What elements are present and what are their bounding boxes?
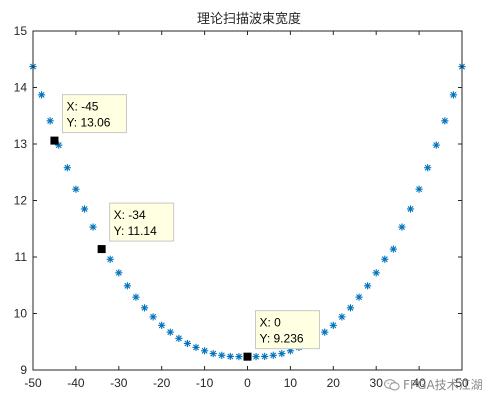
data-point	[218, 351, 226, 359]
data-point	[346, 304, 355, 312]
y-tick-label: 10	[14, 307, 28, 321]
x-tick-label: 50	[455, 376, 469, 390]
datatip-x-label: X: -45	[66, 100, 98, 114]
datatip-marker	[243, 352, 252, 361]
datatip-x-label: X: 0	[260, 316, 282, 330]
datatip-y-label: Y: 9.236	[260, 332, 304, 346]
y-tick-label: 11	[15, 250, 28, 264]
data-point	[398, 223, 406, 231]
datatip-1: X: -45 Y: 13.06	[50, 94, 127, 145]
data-point	[123, 282, 131, 290]
data-point	[226, 352, 234, 361]
data-point	[321, 328, 329, 336]
datatip-x-label: X: -34	[114, 208, 146, 222]
data-point	[132, 293, 140, 301]
data-point	[89, 223, 97, 231]
x-tick-label: -40	[67, 376, 85, 390]
data-point	[166, 328, 174, 336]
data-point	[201, 347, 209, 355]
data-point	[406, 205, 415, 213]
datatip-2: X: -34 Y: 11.14	[97, 202, 175, 254]
watermark: FPGA技术江湖	[383, 376, 483, 393]
x-tick-label: 10	[284, 376, 298, 390]
y-tick-label: 9	[20, 363, 27, 377]
data-point	[55, 141, 63, 149]
datatip-marker	[50, 136, 59, 145]
datatip-box	[61, 94, 127, 134]
data-tips: X: -45 Y: 13.06 X: -34 Y: 11.14 X: 0 Y: 9.236	[50, 94, 320, 361]
data-point	[372, 269, 380, 277]
data-point	[175, 334, 183, 342]
x-tick-label: -30	[110, 376, 128, 390]
data-point	[46, 117, 54, 125]
x-tick-label: 0	[244, 376, 251, 390]
data-point	[37, 91, 46, 99]
datatip-y-label: Y: 13.06	[66, 116, 110, 130]
datatip-box	[255, 310, 320, 350]
data-point	[338, 313, 346, 321]
x-tick-label: 30	[370, 376, 384, 390]
data-point	[278, 350, 286, 358]
data-point	[329, 321, 337, 329]
data-point	[158, 321, 166, 329]
y-tick-label: 12	[14, 194, 28, 208]
datatip-marker	[97, 245, 106, 254]
y-tick-label: 14	[14, 81, 28, 95]
data-point	[364, 282, 372, 290]
x-tick-label: -50	[24, 376, 42, 390]
data-point	[149, 313, 157, 321]
wechat-icon	[383, 378, 400, 391]
data-point	[355, 293, 363, 301]
data-point	[72, 185, 80, 193]
data-point	[424, 164, 432, 172]
data-point	[183, 339, 192, 348]
data-point	[381, 255, 389, 263]
data-point	[389, 245, 397, 253]
data-point	[140, 304, 149, 312]
x-tick-label: 20	[327, 376, 341, 390]
data-point	[432, 141, 440, 149]
x-tick-label: 40	[412, 376, 426, 390]
data-point	[63, 164, 71, 172]
data-point	[269, 351, 277, 359]
y-tick-label: 13	[14, 137, 28, 151]
data-point	[415, 185, 423, 193]
data-point	[80, 205, 89, 213]
datatip-box	[109, 202, 175, 242]
data-series	[29, 62, 466, 361]
datatip-y-label: Y: 11.14	[114, 224, 157, 238]
x-tick-label: -20	[153, 376, 171, 390]
plot-background	[33, 31, 462, 370]
chart-title: 理论扫描波束宽度	[197, 11, 301, 27]
data-point	[115, 269, 123, 277]
data-point	[252, 353, 260, 361]
y-tick-label: 15	[14, 24, 28, 38]
x-tick-label: -10	[196, 376, 214, 390]
datatip-3: X: 0 Y: 9.236	[243, 310, 320, 361]
data-point	[441, 117, 449, 125]
data-point	[106, 255, 114, 263]
data-point	[261, 352, 269, 361]
watermark-text: FPGA技术江湖	[403, 378, 483, 392]
axes: -50 -40 -30 -20 -10 0 10 20 30 40 50 9 10 11 12 13 14 15	[14, 24, 469, 390]
plot-area	[33, 31, 462, 370]
data-point	[449, 91, 458, 99]
data-point	[235, 353, 243, 361]
data-point	[192, 343, 200, 351]
data-point	[209, 350, 217, 358]
